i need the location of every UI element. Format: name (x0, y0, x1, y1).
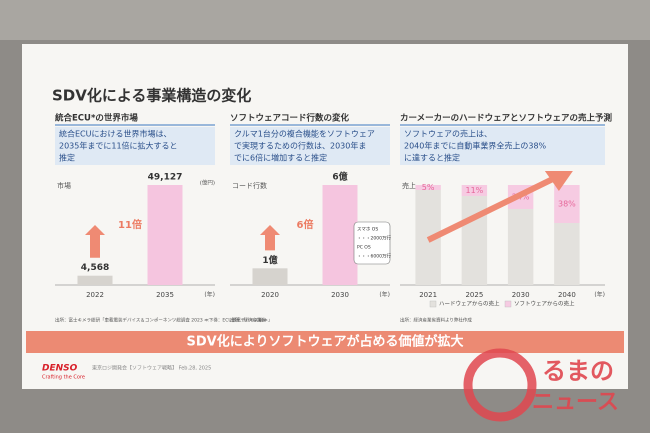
x-tick-label: 2030 (331, 291, 349, 299)
source: 出所：経済産業省資料より弊社作成 (400, 317, 472, 324)
bar-segment (554, 223, 580, 285)
value-label: 5% (422, 183, 435, 192)
subtitle: 推定 (59, 153, 75, 163)
tagline: Crafting the Core (42, 375, 85, 381)
annotation: 11倍 (118, 218, 142, 231)
chart-title: ソフトウェアコード行数の変化 (230, 113, 350, 124)
subtitle: でに6倍に増加すると推定 (234, 153, 327, 163)
bar (322, 185, 358, 285)
watermark-icon (463, 348, 537, 422)
bar-segment (461, 185, 488, 196)
x-tick-label: 2030 (512, 291, 530, 299)
subtitle: 2040年までに自動車業界全売上の38% (404, 141, 547, 151)
x-unit: (年) (379, 291, 390, 299)
trend-arrow (426, 174, 559, 243)
x-tick-label: 2025 (465, 291, 483, 299)
watermark-text: るまの (542, 357, 614, 385)
value-label: 1億 (262, 254, 277, 266)
value-label: 49,127 (148, 173, 183, 183)
subtitle-box (400, 127, 605, 165)
watermark-text: ニュース (532, 390, 619, 415)
callout-text: PC OS (357, 245, 371, 251)
bar-segment (507, 209, 534, 285)
value-label: 6億 (332, 171, 347, 183)
subtitle-box (230, 127, 390, 165)
callout-text: ・・・6000万行 (357, 253, 391, 260)
bar (147, 185, 183, 285)
legend-swatch (429, 300, 437, 308)
arrow (260, 225, 280, 251)
y-label: 売上 (402, 181, 416, 190)
annotation: 6倍 (297, 218, 314, 231)
bar (252, 268, 288, 285)
x-tick-label: 2022 (86, 291, 104, 299)
x-tick-label: 2040 (558, 291, 576, 299)
legend-label: ソフトウェアからの売上 (514, 300, 575, 308)
x-unit: (年) (204, 291, 215, 299)
callout-text: ・・・2000万行 (357, 235, 391, 242)
logo: DENSO (42, 364, 78, 374)
source: 出所：経済産業省 (230, 317, 266, 324)
trend-arrow-head (544, 171, 573, 191)
subtitle: に達すると推定 (404, 153, 460, 163)
footer-event: 東京ロジ開発会【ソフトウェア戦略】 Feb.28, 2025 (92, 365, 211, 372)
chart-title: 統合ECU*の世界市場 (55, 113, 138, 124)
legend-swatch (504, 300, 512, 308)
value-label: 38% (558, 200, 576, 209)
bar-segment (415, 185, 441, 190)
bar-segment (554, 185, 580, 223)
value-label: 4,568 (81, 263, 109, 273)
subtitle: クルマ1台分の複合機能をソフトウェア (234, 129, 375, 139)
banner-text: SDV化によりソフトウェアが占める価値が拡大 (187, 334, 464, 350)
y-label: コード行数 (232, 181, 267, 190)
subtitle: 統合ECUにおける世界市場は、 (59, 129, 172, 139)
y-label: 市場 (57, 181, 71, 190)
legend-label: ハードウェアからの売上 (439, 300, 500, 308)
source: 出所：富士キメラ総研「車載電装デバイス＆コンポーネンツ総調査 2023 ≪下巻：… (55, 317, 272, 324)
bar-segment (461, 196, 488, 285)
subtitle-box (55, 127, 215, 165)
subtitle: 2035年までに11倍に拡大すると (59, 141, 178, 151)
banner (26, 331, 624, 353)
arrow (85, 225, 105, 258)
subtitle: で実現するための行数は、2030年ま (234, 141, 366, 151)
callout-box (353, 221, 391, 265)
x-tick-label: 2035 (156, 291, 174, 299)
slide-title: SDV化による事業構造の変化 (52, 87, 251, 105)
bar (77, 275, 113, 285)
value-label: 11% (465, 186, 483, 195)
ceiling (0, 0, 650, 40)
y-unit: (億円) (200, 179, 215, 187)
x-unit: (年) (594, 291, 605, 299)
x-tick-label: 2020 (261, 291, 279, 299)
callout-text: スマホ OS (357, 227, 378, 233)
x-tick-label: 2021 (419, 291, 437, 299)
subtitle: ソフトウェアの売上は、 (404, 129, 492, 139)
chart-title: カーメーカーのハードウェアとソフトウェアの売上予測 (400, 113, 612, 124)
